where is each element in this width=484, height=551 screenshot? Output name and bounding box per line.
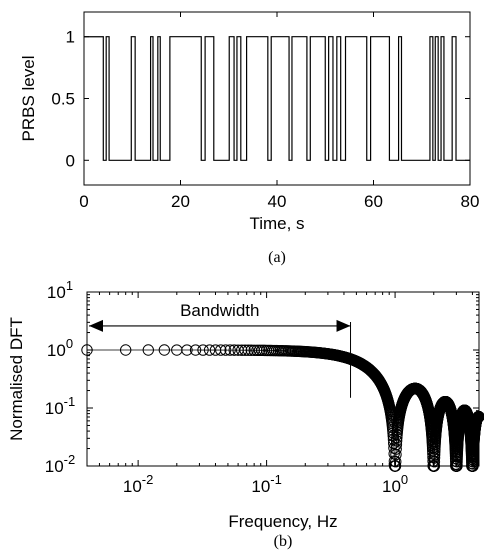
- x-tick-label-b-exponent: -1: [270, 472, 282, 487]
- x-tick-label-b-exponent: -2: [142, 472, 154, 487]
- x-axis-label-a: Time, s: [249, 214, 304, 233]
- x-tick-label-b-base: 10: [251, 477, 270, 496]
- y-tick-label-a: 1: [66, 28, 75, 47]
- dft-point: [390, 456, 402, 468]
- bandwidth-label: Bandwidth: [180, 301, 259, 320]
- y-tick-label-b: 100: [47, 336, 73, 360]
- x-tick-label-a: 20: [171, 192, 190, 211]
- y-tick-label-b: 10-2: [45, 452, 75, 476]
- chart-a: 0 20 40 60 80 0 0.5 1 Time, s PRBS level (a): [19, 11, 480, 266]
- y-axis-label-b: Normalised DFT: [7, 317, 26, 441]
- y-tick-label-a: 0: [66, 151, 75, 170]
- x-tick-label-a: 0: [79, 192, 88, 211]
- x-axis-label-b: Frequency, Hz: [228, 512, 337, 531]
- y-tick-label-b-base: 10: [47, 283, 66, 302]
- x-tick-label-b: 100: [382, 472, 408, 496]
- y-tick-label-b-base: 10: [47, 341, 66, 360]
- dft-point: [219, 344, 232, 356]
- dft-point: [224, 344, 236, 356]
- y-tick-label-b-exponent: 1: [66, 278, 73, 293]
- dft-point: [253, 344, 266, 357]
- x-tick-label-b-exponent: 0: [401, 472, 408, 487]
- dft-point: [390, 443, 402, 455]
- y-tick-label-b-exponent: -1: [64, 394, 76, 409]
- chart-b: 10-2 10-1 10010-210-1100101BandwidthFreque…: [7, 278, 484, 550]
- dft-point: [203, 344, 216, 356]
- caption-b: (b): [274, 533, 293, 550]
- dft-point: [142, 344, 155, 356]
- dft-point: [473, 411, 484, 423]
- x-tick-label-a: 80: [461, 192, 480, 211]
- prbs-signal-line: [84, 36, 470, 161]
- x-tick-label-b: 10-1: [251, 472, 281, 496]
- dft-point: [236, 344, 248, 356]
- dft-point: [451, 456, 463, 468]
- caption-a: (a): [268, 249, 286, 266]
- x-tick-label-a: 40: [268, 192, 287, 211]
- dft-point: [428, 460, 441, 472]
- dft-point: [391, 431, 403, 444]
- y-axis-label-a: PRBS level: [19, 56, 38, 142]
- bandwidth-arrow-right-head: [336, 319, 351, 332]
- dft-point: [158, 344, 171, 356]
- y-tick-label-b-base: 10: [45, 457, 64, 476]
- dft-point: [242, 344, 254, 356]
- dft-point: [197, 344, 209, 356]
- y-tick-label-b: 101: [47, 278, 73, 302]
- bandwidth-arrow-left-head: [89, 319, 103, 332]
- y-tick-label-b-exponent: 0: [66, 336, 73, 351]
- dft-point: [428, 452, 441, 464]
- dft-point: [390, 435, 403, 447]
- y-tick-label-b-base: 10: [45, 399, 64, 418]
- dft-markers: [81, 344, 484, 472]
- dft-point: [239, 344, 251, 356]
- dft-point: [251, 344, 263, 356]
- x-tick-label-b: 10-2: [123, 472, 153, 496]
- y-tick-label-b-exponent: -2: [64, 452, 76, 467]
- dft-line: [87, 349, 480, 467]
- plot-frame-b: [86, 291, 480, 467]
- y-tick-label-b: 10-1: [45, 394, 75, 418]
- dft-point: [181, 344, 193, 356]
- plot-frame-a: [83, 11, 471, 186]
- dft-point: [189, 344, 202, 356]
- dft-point: [119, 344, 132, 356]
- x-tick-label-b-base: 10: [123, 477, 142, 496]
- dft-point: [215, 344, 227, 356]
- y-tick-label-a: 0.5: [51, 90, 75, 109]
- x-tick-label-a: 60: [364, 192, 383, 211]
- x-tick-label-b-base: 10: [382, 477, 401, 496]
